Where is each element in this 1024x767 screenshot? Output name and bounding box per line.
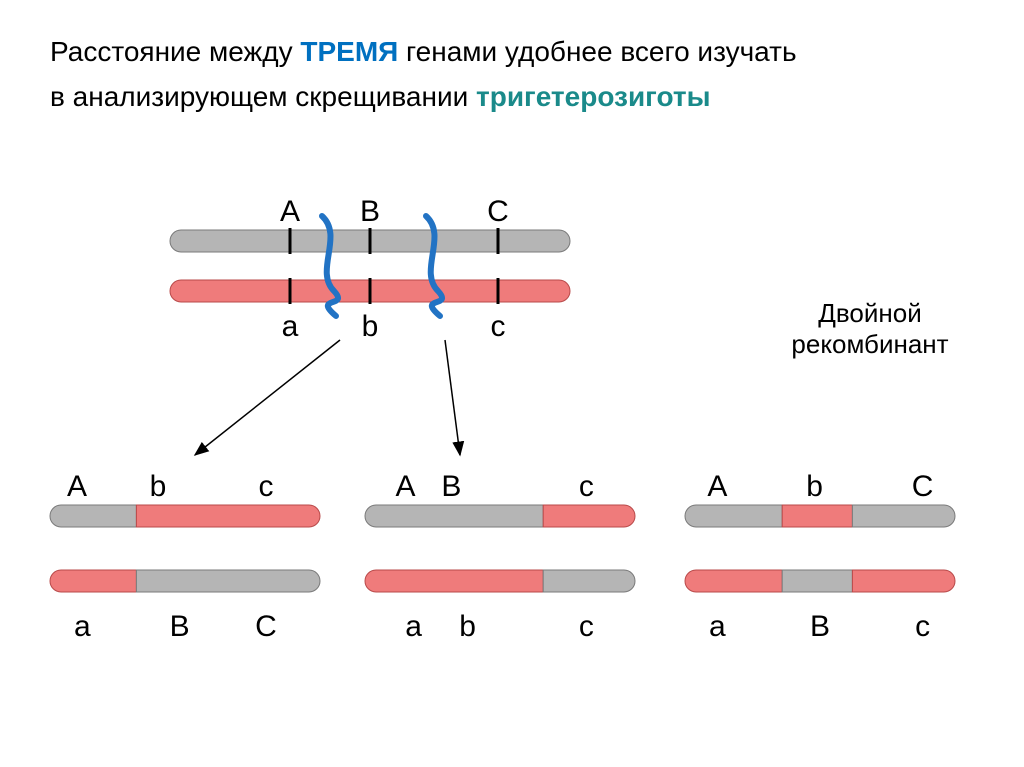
panel1-bot-2: c [566, 610, 606, 644]
parent-bottom-allele-b: b [350, 310, 390, 344]
panel0-top-2: c [246, 470, 286, 504]
panel2-bot-0: a [697, 610, 737, 644]
panel0-top-0: A [57, 470, 97, 504]
panel1-top-2: c [566, 470, 606, 504]
panel0-bot-2: C [246, 610, 286, 644]
side-line1: Двойной [818, 298, 921, 328]
panel1-bot-1: b [448, 610, 488, 644]
parent-bottom-allele-c: c [478, 310, 518, 344]
parent-bottom-allele-a: a [270, 310, 310, 344]
panel1-bot-0: a [394, 610, 434, 644]
panel2-top-2: C [903, 470, 943, 504]
panel1-top-1: B [431, 470, 471, 504]
panel0-top-1: b [138, 470, 178, 504]
panel2-top-0: A [697, 470, 737, 504]
panel2-bot-1: B [800, 610, 840, 644]
diagram-svg [0, 0, 1024, 767]
parent-top-allele-C: C [478, 195, 518, 229]
panel2-bot-2: c [903, 610, 943, 644]
parent-top-allele-A: A [270, 195, 310, 229]
panel0-bot-1: B [160, 610, 200, 644]
parent-top-allele-B: B [350, 195, 390, 229]
panel1-top-0: A [386, 470, 426, 504]
panel0-bot-0: a [62, 610, 102, 644]
double-recombinant-label: Двойнойрекомбинант [760, 298, 980, 360]
side-line2: рекомбинант [791, 329, 948, 359]
panel2-top-1: b [795, 470, 835, 504]
